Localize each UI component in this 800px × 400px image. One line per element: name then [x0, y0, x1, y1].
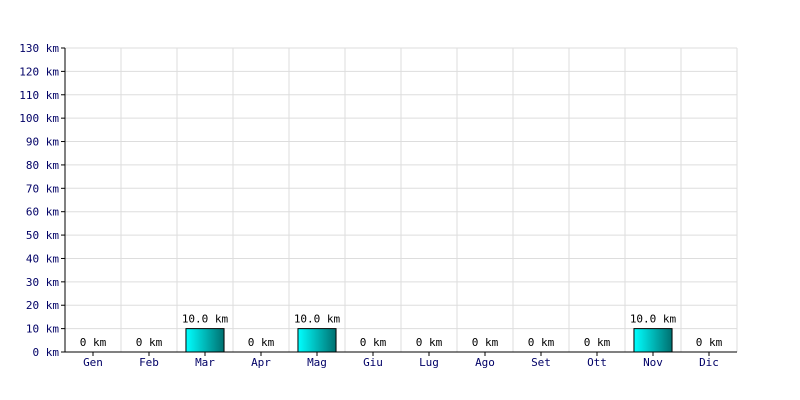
labels: 0 km 10 km 20 km 30 km 40 km 50 km 60 km 70 km 8… — [19, 42, 722, 369]
bar-mar — [185, 328, 225, 353]
grid — [65, 47, 738, 352]
bar-value-label: 10.0 km — [182, 313, 229, 326]
x-tick-label: Mag — [307, 356, 327, 369]
x-tick-label: Ago — [475, 356, 495, 369]
x-tick-label: Mar — [195, 356, 215, 369]
bar-value-label: 0 km — [416, 336, 443, 349]
axes — [61, 47, 737, 356]
x-tick-label: Dic — [699, 356, 719, 369]
y-tick-label: 20 km — [26, 299, 59, 312]
bar-value-label: 0 km — [528, 336, 555, 349]
y-tick-label: 50 km — [26, 229, 59, 242]
bar-value-label: 0 km — [696, 336, 723, 349]
y-tick-label: 110 km — [19, 89, 59, 102]
y-tick-label: 0 km — [33, 346, 60, 359]
y-tick-label: 40 km — [26, 252, 59, 265]
y-tick-label: 80 km — [26, 159, 59, 172]
bar-value-label: 10.0 km — [630, 313, 677, 326]
x-tick-label: Set — [531, 356, 551, 369]
bar-value-label: 0 km — [472, 336, 499, 349]
x-tick-label: Feb — [139, 356, 159, 369]
y-tick-label: 30 km — [26, 276, 59, 289]
x-tick-label: Lug — [419, 356, 439, 369]
bars — [185, 328, 673, 353]
y-tick-label: 100 km — [19, 112, 59, 125]
bar-value-label: 10.0 km — [294, 313, 341, 326]
bar-nov — [633, 328, 673, 353]
bar-value-label: 0 km — [360, 336, 387, 349]
y-tick-label: 120 km — [19, 65, 59, 78]
x-tick-label: Gen — [83, 356, 103, 369]
bar-value-label: 0 km — [584, 336, 611, 349]
y-tick-label: 60 km — [26, 206, 59, 219]
y-tick-label: 70 km — [26, 182, 59, 195]
x-tick-label: Apr — [251, 356, 271, 369]
x-tick-label: Ott — [587, 356, 607, 369]
x-tick-label: Giu — [363, 356, 383, 369]
y-tick-label: 130 km — [19, 42, 59, 55]
bar-mag — [297, 328, 337, 353]
bar-value-label: 0 km — [136, 336, 163, 349]
bar-value-label: 0 km — [80, 336, 107, 349]
bar-value-label: 0 km — [248, 336, 275, 349]
x-tick-label: Nov — [643, 356, 663, 369]
y-tick-label: 90 km — [26, 136, 59, 149]
y-tick-label: 10 km — [26, 323, 59, 336]
